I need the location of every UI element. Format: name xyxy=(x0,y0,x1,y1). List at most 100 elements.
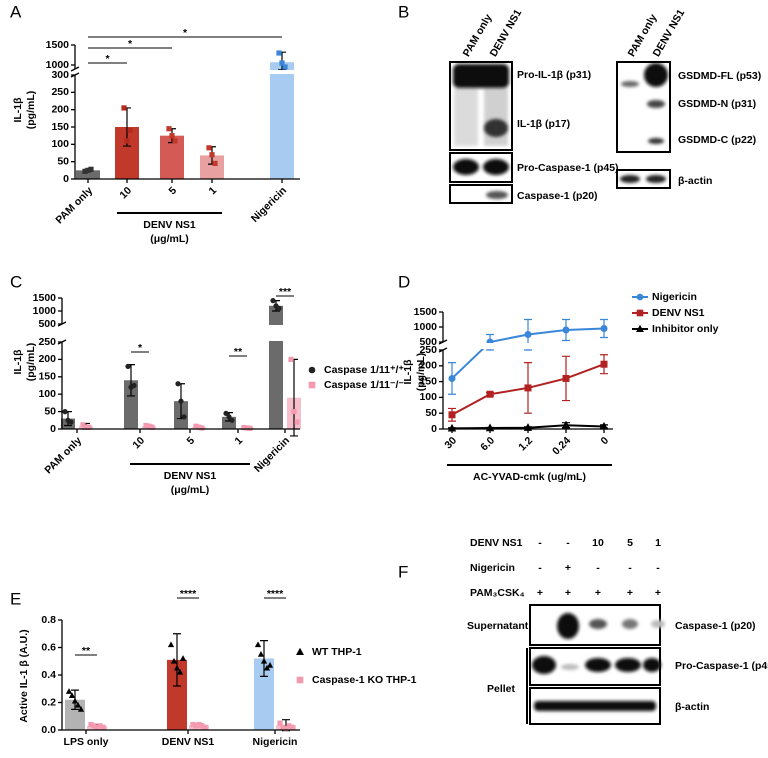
x-tick-label: Nigericin xyxy=(252,435,292,475)
bar xyxy=(200,155,224,179)
band xyxy=(486,191,508,199)
y-tick-label: 1500 xyxy=(414,306,438,318)
y-tick-label: 100 xyxy=(419,391,437,403)
y-tick-label: 250 xyxy=(419,344,437,356)
data-point xyxy=(166,126,172,132)
x-tick-label: PAM only xyxy=(53,184,95,226)
panel-label: F xyxy=(398,562,408,581)
y-tick-label: 50 xyxy=(57,155,69,167)
legend-marker xyxy=(636,293,644,301)
data-point xyxy=(143,422,149,429)
data-point xyxy=(223,410,229,416)
data-point xyxy=(83,424,89,430)
axis-break-gap xyxy=(59,325,303,341)
condition-label: DENV NS1 xyxy=(470,537,523,549)
data-point xyxy=(88,166,94,172)
y-axis-label: IL-1β xyxy=(402,359,414,385)
condition-value: - xyxy=(566,537,570,549)
data-point xyxy=(289,724,295,730)
panel-label: A xyxy=(10,2,22,21)
legend-marker xyxy=(308,366,316,374)
y-tick-label: 1500 xyxy=(46,39,70,51)
x-tick-label: PAM only xyxy=(42,434,84,476)
data-point xyxy=(68,692,76,698)
axis-break xyxy=(438,339,448,345)
y-axis-label: IL-1β xyxy=(12,349,24,375)
legend-label: Nigericin xyxy=(652,291,697,303)
y-tick-label: 0.0 xyxy=(41,724,56,736)
y-tick-label: 0 xyxy=(431,423,437,435)
axis-break-gap xyxy=(72,70,303,74)
bar xyxy=(167,659,187,730)
condition-label: Nigericin xyxy=(470,562,515,574)
significance-label: * xyxy=(138,342,143,354)
y-tick-label: 0.6 xyxy=(41,641,56,653)
data-point xyxy=(486,390,494,398)
panel-label: B xyxy=(398,2,409,21)
band xyxy=(453,64,509,88)
data-point xyxy=(169,133,175,139)
significance-label: ** xyxy=(234,346,243,358)
y-tick-label: 200 xyxy=(38,353,56,365)
y-tick-label: 100 xyxy=(38,388,56,400)
condition-label: PAM₃CSK₄ xyxy=(470,587,525,599)
data-point xyxy=(600,360,608,368)
data-point xyxy=(125,363,131,369)
blot-box xyxy=(616,169,671,189)
y-tick-label: 150 xyxy=(38,371,56,383)
data-point xyxy=(288,356,294,362)
y-tick-label: 300 xyxy=(51,69,69,81)
data-point xyxy=(62,409,68,415)
data-point xyxy=(167,641,175,648)
data-point xyxy=(283,726,289,732)
legend-marker xyxy=(296,647,304,655)
data-point xyxy=(181,414,187,420)
axis-break xyxy=(70,66,80,72)
condition-value: 5 xyxy=(627,537,633,549)
band-label: Caspase-1 (p20) xyxy=(517,190,598,202)
bar xyxy=(189,725,209,730)
data-point xyxy=(266,661,274,668)
data-point xyxy=(209,152,215,158)
band xyxy=(589,619,607,629)
data-point xyxy=(121,105,127,111)
data-point xyxy=(68,419,74,425)
data-point xyxy=(291,409,297,415)
significance-label: * xyxy=(128,38,133,50)
data-point xyxy=(524,331,532,338)
data-point xyxy=(88,721,94,728)
data-point xyxy=(146,423,152,429)
legend-label: Inhibitor only xyxy=(652,323,719,335)
condition-value: - xyxy=(596,562,600,574)
panel-label: C xyxy=(10,272,22,291)
data-point xyxy=(279,60,285,66)
condition-value: + xyxy=(537,587,543,599)
data-point xyxy=(82,168,88,174)
condition-value: - xyxy=(538,562,542,574)
bar xyxy=(269,305,283,429)
group-label: (μg/mL) xyxy=(150,233,189,245)
fraction-label: Pellet xyxy=(487,683,516,695)
x-tick-label: 6.0 xyxy=(478,434,497,453)
y-tick-label: 1000 xyxy=(46,59,70,71)
legend-label: Caspase 1/11⁻/⁻ xyxy=(324,379,404,391)
y-tick-label: 200 xyxy=(51,103,69,115)
data-point xyxy=(127,127,133,134)
condition-value: - xyxy=(538,537,542,549)
error-bar xyxy=(173,633,181,687)
legend-marker xyxy=(296,676,304,684)
data-point xyxy=(176,668,184,675)
bar xyxy=(124,380,138,429)
data-point xyxy=(196,721,202,728)
y-tick-label: 500 xyxy=(419,336,437,348)
data-point xyxy=(524,384,532,392)
data-point xyxy=(260,657,268,664)
data-point xyxy=(206,145,212,151)
smear xyxy=(454,88,478,146)
axis-break xyxy=(70,72,80,78)
y-axis-label: IL-1β xyxy=(12,97,24,123)
data-point xyxy=(85,167,91,173)
y-axis-label: (pg/mL) xyxy=(415,353,427,392)
x-tick-label: 0 xyxy=(598,434,611,447)
data-point xyxy=(286,723,292,729)
